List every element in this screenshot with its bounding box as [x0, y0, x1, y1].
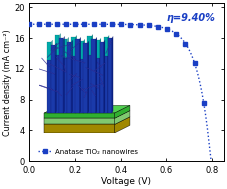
X-axis label: Voltage (V): Voltage (V) [101, 177, 151, 186]
Y-axis label: Current density (mA cm⁻²): Current density (mA cm⁻²) [3, 29, 12, 136]
Legend: Anatase TiO₂ nanowires: Anatase TiO₂ nanowires [37, 147, 140, 156]
Text: η=9.40%: η=9.40% [166, 13, 215, 23]
